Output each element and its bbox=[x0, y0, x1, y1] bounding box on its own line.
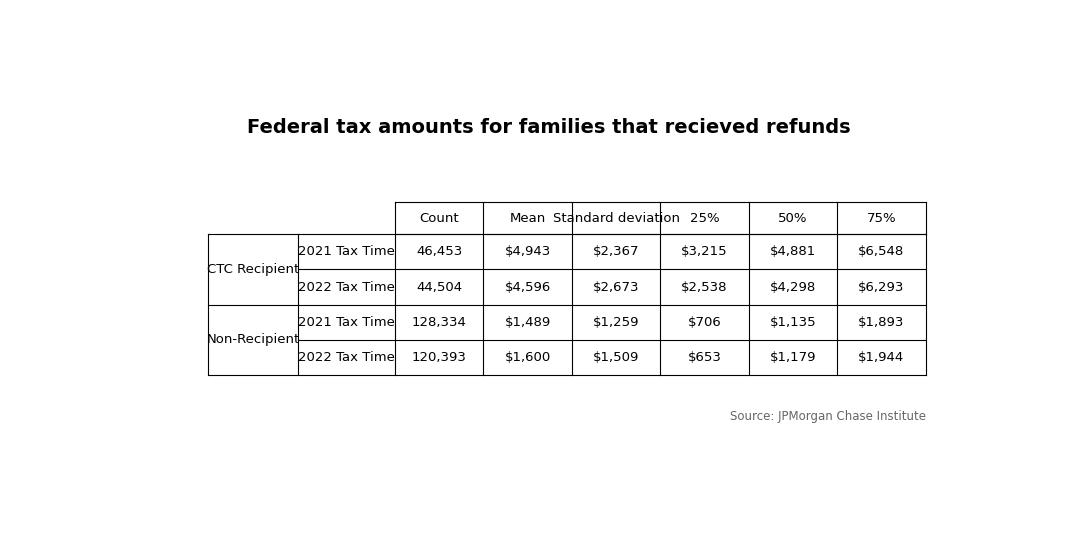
Text: CTC Recipient: CTC Recipient bbox=[208, 263, 300, 276]
Text: 120,393: 120,393 bbox=[412, 351, 467, 364]
Text: 50%: 50% bbox=[778, 212, 808, 225]
Text: 128,334: 128,334 bbox=[412, 316, 467, 329]
Text: $2,673: $2,673 bbox=[593, 280, 639, 294]
Text: $4,298: $4,298 bbox=[769, 280, 816, 294]
Text: $4,943: $4,943 bbox=[504, 246, 551, 258]
Text: $1,509: $1,509 bbox=[593, 351, 639, 364]
Text: Standard deviation: Standard deviation bbox=[552, 212, 679, 225]
Text: $1,600: $1,600 bbox=[504, 351, 551, 364]
Text: 2021 Tax Time: 2021 Tax Time bbox=[299, 246, 395, 258]
Text: $4,596: $4,596 bbox=[504, 280, 551, 294]
Text: $1,135: $1,135 bbox=[769, 316, 816, 329]
Text: 75%: 75% bbox=[867, 212, 897, 225]
Text: $1,259: $1,259 bbox=[593, 316, 639, 329]
Text: $1,489: $1,489 bbox=[504, 316, 551, 329]
Text: 25%: 25% bbox=[690, 212, 719, 225]
Text: $1,179: $1,179 bbox=[769, 351, 816, 364]
Text: $6,293: $6,293 bbox=[858, 280, 904, 294]
Text: 46,453: 46,453 bbox=[416, 246, 462, 258]
Text: $1,893: $1,893 bbox=[858, 316, 904, 329]
Text: $653: $653 bbox=[688, 351, 721, 364]
Text: 2021 Tax Time: 2021 Tax Time bbox=[299, 316, 395, 329]
Text: $2,367: $2,367 bbox=[593, 246, 639, 258]
Text: 2022 Tax Time: 2022 Tax Time bbox=[299, 351, 395, 364]
Text: $706: $706 bbox=[688, 316, 721, 329]
Text: Source: JPMorgan Chase Institute: Source: JPMorgan Chase Institute bbox=[730, 410, 926, 423]
Text: $1,944: $1,944 bbox=[858, 351, 904, 364]
Text: Count: Count bbox=[419, 212, 459, 225]
Text: Non-Recipient: Non-Recipient bbox=[207, 333, 300, 347]
Text: Mean: Mean bbox=[509, 212, 546, 225]
Text: $4,881: $4,881 bbox=[769, 246, 816, 258]
Text: $6,548: $6,548 bbox=[858, 246, 904, 258]
Text: 2022 Tax Time: 2022 Tax Time bbox=[299, 280, 395, 294]
Text: $2,538: $2,538 bbox=[682, 280, 728, 294]
Text: $3,215: $3,215 bbox=[682, 246, 728, 258]
Text: 44,504: 44,504 bbox=[416, 280, 462, 294]
Text: Federal tax amounts for families that recieved refunds: Federal tax amounts for families that re… bbox=[246, 118, 851, 137]
